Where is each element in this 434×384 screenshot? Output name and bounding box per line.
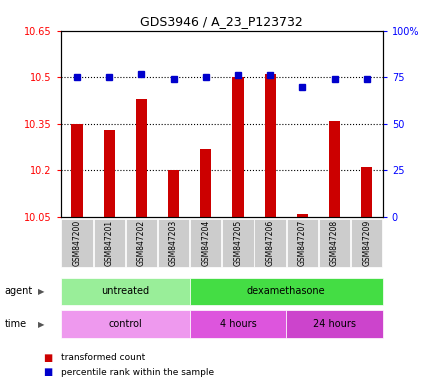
Text: dexamethasone: dexamethasone [247,286,325,296]
Text: ■: ■ [43,353,53,363]
Text: GSM847206: GSM847206 [265,220,274,266]
Text: time: time [4,319,26,329]
Text: GSM847204: GSM847204 [201,220,210,266]
Text: GSM847209: GSM847209 [362,220,370,266]
Bar [360,167,372,217]
Title: GDS3946 / A_23_P123732: GDS3946 / A_23_P123732 [140,15,302,28]
Text: GSM847207: GSM847207 [297,220,306,266]
Text: GSM847208: GSM847208 [329,220,338,266]
Text: GSM847202: GSM847202 [137,220,145,266]
Text: 4 hours: 4 hours [219,319,256,329]
Bar [168,170,179,217]
Text: ▶: ▶ [38,287,44,296]
Bar [296,214,307,217]
Text: percentile rank within the sample: percentile rank within the sample [61,368,214,377]
Bar [71,124,82,217]
Text: control: control [108,319,142,329]
Bar [200,149,211,217]
Text: transformed count: transformed count [61,353,145,362]
Text: GSM847203: GSM847203 [169,220,178,266]
Text: untreated: untreated [101,286,149,296]
Text: GSM847200: GSM847200 [72,220,81,266]
Text: 24 hours: 24 hours [312,319,355,329]
Bar [232,77,243,217]
Text: GSM847205: GSM847205 [233,220,242,266]
Bar [264,74,275,217]
Bar [103,130,115,217]
Bar [135,99,147,217]
Text: ■: ■ [43,367,53,377]
Bar [328,121,339,217]
Text: ▶: ▶ [38,319,44,329]
Text: agent: agent [4,286,33,296]
Text: GSM847201: GSM847201 [105,220,113,266]
